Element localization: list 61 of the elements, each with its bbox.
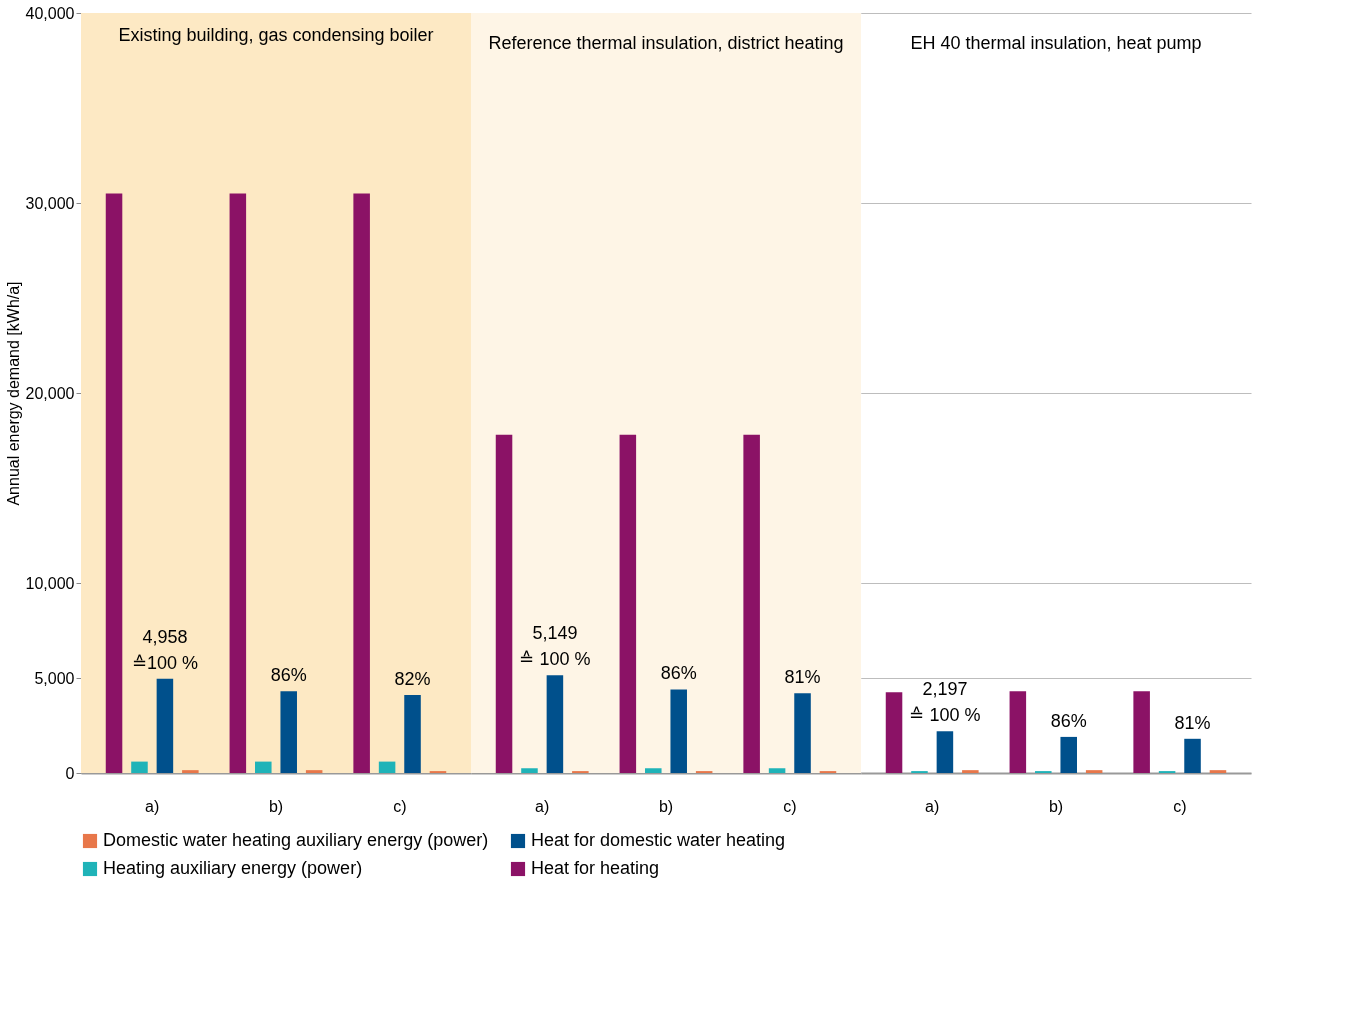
legend-label: Heat for heating [531,858,660,878]
x-tick-label: c) [1173,797,1187,815]
legend-label: Heat for domestic water heating [531,830,786,850]
bar [131,761,148,773]
bar [794,693,811,773]
bar [255,761,272,773]
x-tick-label: a) [925,797,940,815]
y-tick-label: 30,000 [25,194,75,212]
x-tick-label: c) [783,797,797,815]
bar [521,768,538,773]
data-label: 5,149 ≙ 100 % [519,623,591,670]
bar [378,761,396,773]
bar [305,770,323,773]
y-tick-label: 0 [65,764,75,782]
annotation: 86% [270,665,307,686]
bar [404,695,421,773]
data-label: 4,958 ≙100 % [131,626,198,673]
bar [1184,738,1201,773]
y-tick-label: 10,000 [25,574,75,592]
bar [768,768,786,773]
x-tick-label: a) [535,797,550,815]
y-tick-label: 5,000 [34,669,75,687]
annotation: 86% [1050,710,1087,731]
bar [743,434,760,773]
y-tick-label: 20,000 [25,384,75,402]
bar [1085,770,1103,773]
bar [645,768,662,773]
bar [1133,691,1150,773]
bar [885,692,903,773]
bar [546,675,564,773]
bar [156,678,174,773]
bar [105,193,123,773]
bar [619,434,637,773]
legend-label: Heating auxiliary energy (power) [103,858,363,878]
legend-label: Domestic water heating auxiliary energy (power) [103,830,489,850]
x-tick-label: a) [145,797,160,815]
bar [670,689,687,773]
annotation: 82% [394,669,431,690]
bar [936,731,954,773]
bar [1209,770,1227,773]
x-tick-label: b) [268,797,284,815]
x-tick-label: b) [1048,797,1064,815]
y-axis-title: Annual energy demand [kWh/a] [4,281,22,506]
annotation: 81% [784,667,821,688]
data-label: 2,197 ≙ 100 % [909,679,981,726]
bar [280,691,297,773]
x-tick-label: b) [658,797,674,815]
y-tick-label: 40,000 [25,4,75,22]
x-tick-label: c) [393,797,407,815]
bar [182,770,199,773]
annotation: 81% [1174,712,1211,733]
bar [353,193,370,773]
text: Existing building, gas condensing boiler [118,25,434,45]
bar [1060,736,1077,773]
bar [229,193,247,773]
annotation: 86% [660,663,697,684]
text: EH 40 thermal insulation, heat pump [910,33,1202,53]
bar [962,770,979,773]
text: Reference thermal insulation, district heating [488,33,844,53]
bar [1009,691,1027,773]
bar [495,434,513,773]
